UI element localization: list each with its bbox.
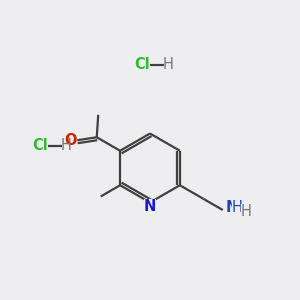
Text: H: H [241,204,252,219]
Text: H: H [232,200,243,215]
Text: N: N [144,199,156,214]
Text: H: H [61,138,71,153]
Text: Cl: Cl [135,57,150,72]
Text: N: N [225,200,238,215]
Text: H: H [163,57,173,72]
Text: O: O [64,133,77,148]
Text: Cl: Cl [33,138,48,153]
